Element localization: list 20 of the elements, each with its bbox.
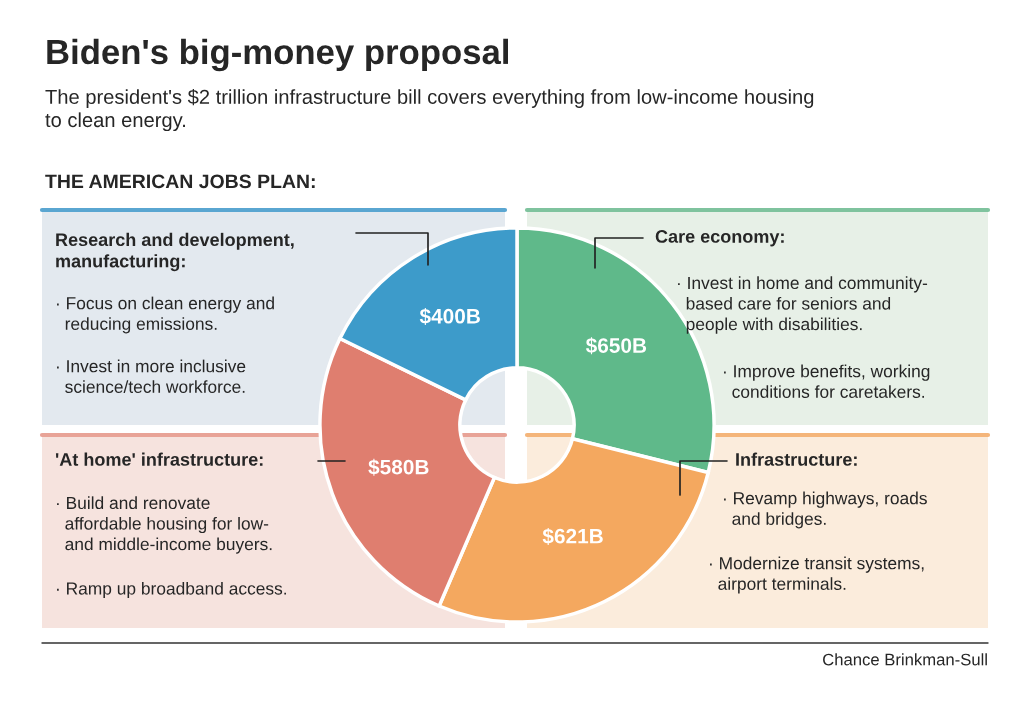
text: · Ramp up broadband access. — [57, 581, 286, 599]
text: Infrastructure: — [736, 452, 857, 466]
text: 'At home' infrastructure: — [55, 452, 263, 466]
text: · Focus on clean energy and reducing emissions. — [57, 296, 274, 334]
text: · Revamp highways, roads and bridges. — [724, 491, 927, 529]
data-label: $580B — [368, 458, 429, 476]
data-label: $400B — [419, 307, 480, 325]
data-label: $621B — [542, 527, 603, 545]
text: · Invest in more inclusive science/tech workforce. — [57, 359, 246, 393]
text: · Modernize transit systems, airport terminals. — [710, 556, 924, 594]
text: THE AMERICAN JOBS PLAN: — [45, 174, 315, 189]
chart-subtitle: The president's $2 trillion infrastructure bill covers everything from low-income housing to clean energy. — [45, 88, 814, 132]
text: Chance Brinkman-Sull — [823, 653, 987, 666]
text: · Build and renovate affordable housing for low- and middle-income buyers. — [57, 496, 272, 554]
text: Research and development, manufacturing: — [56, 232, 294, 272]
text: · Improve benefits, working conditions for caretakers. — [724, 364, 930, 398]
text: · Invest in home and community- based care for seniors and people with disabilities. — [678, 276, 928, 334]
chart-title: Biden's big-money proposal — [47, 38, 509, 72]
text: Care economy: — [655, 230, 784, 247]
data-label: $650B — [585, 337, 647, 355]
